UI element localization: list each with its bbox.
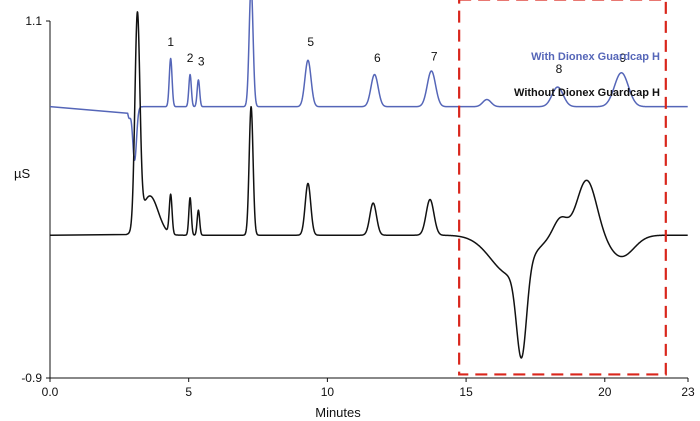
x-tick-label: 23	[681, 385, 695, 399]
y-ticks: 1.1 -0.9	[21, 14, 50, 385]
legend-entry-with-guardcap: With Dionex Guardcap H	[531, 51, 660, 63]
axes: 0.0 5 10 15 20 23 1.1-0.9	[21, 14, 695, 399]
legend: With Dionex Guardcap H Without Dionex Gu…	[514, 51, 660, 99]
series-line	[49, 11, 689, 359]
highlight-box	[458, 0, 667, 376]
peak-label: 9	[619, 51, 626, 65]
x-axis-title: Minutes	[315, 405, 361, 420]
peak-label: 1	[167, 35, 174, 49]
y-axis-title: µS	[14, 166, 30, 181]
peak-labels: 123456789	[167, 35, 626, 76]
x-tick-label: 0.0	[42, 385, 59, 399]
peak-label: 7	[431, 49, 438, 63]
y-tick-label: -0.9	[21, 371, 42, 385]
x-tick-label: 20	[598, 385, 612, 399]
x-tick-label: 15	[459, 385, 473, 399]
series-layer	[49, 0, 689, 359]
series-line	[49, 0, 689, 161]
peak-label: 3	[198, 55, 205, 69]
x-tick-label: 10	[321, 385, 335, 399]
legend-entry-without-guardcap: Without Dionex Guardcap H	[514, 87, 660, 99]
peak-label: 8	[556, 62, 563, 76]
x-tick-label: 5	[185, 385, 192, 399]
peak-label: 2	[187, 51, 194, 65]
x-ticks: 0.0 5 10 15 20 23	[42, 378, 695, 399]
peak-label: 6	[374, 51, 381, 65]
y-tick-label: 1.1	[25, 14, 42, 28]
peak-label: 5	[307, 35, 314, 49]
